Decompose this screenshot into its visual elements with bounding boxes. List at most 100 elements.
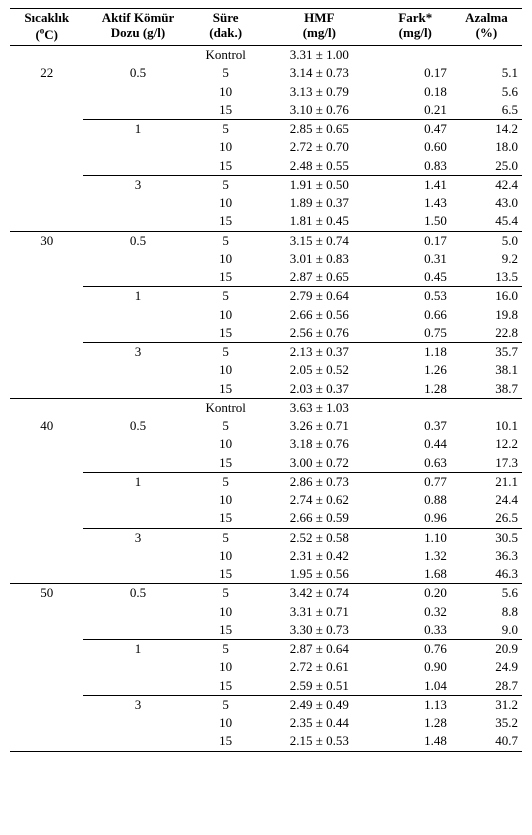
cell-sure: 5 [193, 64, 259, 82]
kontrol-hmf: 3.31 ± 1.00 [259, 46, 380, 65]
cell-sure: 5 [193, 584, 259, 603]
cell-temp [10, 83, 83, 101]
cell-hmf: 3.30 ± 0.73 [259, 621, 380, 640]
hmf-data-table: Sıcaklık (oC) Aktif Kömür Dozu (g/l) Sür… [10, 8, 522, 752]
cell-hmf: 2.85 ± 0.65 [259, 120, 380, 139]
table-row: 152.66 ± 0.590.9626.5 [10, 509, 522, 528]
cell-sure: 10 [193, 435, 259, 453]
header-temp-line1: Sıcaklık [24, 10, 69, 25]
header-sure: Süre (dak.) [193, 9, 259, 46]
cell-azalma: 28.7 [451, 677, 522, 696]
cell-temp [10, 695, 83, 714]
cell-sure: 15 [193, 509, 259, 528]
cell-sure: 5 [193, 640, 259, 659]
cell-fark: 0.31 [380, 250, 451, 268]
table-row: 103.18 ± 0.760.4412.2 [10, 435, 522, 453]
cell-sure: 15 [193, 101, 259, 120]
cell-fark: 0.77 [380, 472, 451, 491]
cell-dose: 3 [83, 528, 192, 547]
cell-dose [83, 194, 192, 212]
cell-azalma: 43.0 [451, 194, 522, 212]
cell-hmf: 1.81 ± 0.45 [259, 212, 380, 231]
cell-azalma: 24.4 [451, 491, 522, 509]
kontrol-label: Kontrol [193, 46, 259, 65]
cell-temp [10, 157, 83, 176]
cell-sure: 10 [193, 361, 259, 379]
cell-temp: 50 [10, 584, 83, 603]
cell-fark: 0.37 [380, 417, 451, 435]
cell-fark: 1.26 [380, 361, 451, 379]
cell-fark: 0.66 [380, 306, 451, 324]
cell-hmf: 2.74 ± 0.62 [259, 491, 380, 509]
cell-hmf: 1.89 ± 0.37 [259, 194, 380, 212]
cell-hmf: 2.79 ± 0.64 [259, 287, 380, 306]
cell-hmf: 3.14 ± 0.73 [259, 64, 380, 82]
cell-temp [10, 472, 83, 491]
cell-temp [10, 547, 83, 565]
cell-fark: 1.04 [380, 677, 451, 696]
cell-fark: 0.21 [380, 101, 451, 120]
table-row: 103.31 ± 0.710.328.8 [10, 603, 522, 621]
cell-temp [10, 677, 83, 696]
cell-hmf: 2.87 ± 0.64 [259, 640, 380, 659]
header-dose: Aktif Kömür Dozu (g/l) [83, 9, 192, 46]
cell-sure: 5 [193, 417, 259, 435]
cell-hmf: 2.35 ± 0.44 [259, 714, 380, 732]
cell-dose [83, 509, 192, 528]
cell-hmf: 2.48 ± 0.55 [259, 157, 380, 176]
cell-azalma: 18.0 [451, 138, 522, 156]
cell-sure: 10 [193, 138, 259, 156]
table-row: 102.35 ± 0.441.2835.2 [10, 714, 522, 732]
cell-fark: 1.28 [380, 714, 451, 732]
cell-dose: 3 [83, 695, 192, 714]
cell-dose: 0.5 [83, 231, 192, 250]
cell-temp [10, 435, 83, 453]
cell-fark: 0.44 [380, 435, 451, 453]
table-row: 300.553.15 ± 0.740.175.0 [10, 231, 522, 250]
cell-fark: 0.88 [380, 491, 451, 509]
table-row: 151.81 ± 0.451.5045.4 [10, 212, 522, 231]
cell-sure: 5 [193, 120, 259, 139]
cell-dose: 1 [83, 287, 192, 306]
header-fark: Fark* (mg/l) [380, 9, 451, 46]
cell-hmf: 2.31 ± 0.42 [259, 547, 380, 565]
cell-hmf: 2.15 ± 0.53 [259, 732, 380, 751]
cell-sure: 15 [193, 732, 259, 751]
cell-fark: 1.48 [380, 732, 451, 751]
cell-dose: 0.5 [83, 417, 192, 435]
cell-hmf: 3.42 ± 0.74 [259, 584, 380, 603]
cell-azalma: 46.3 [451, 565, 522, 584]
cell-dose [83, 138, 192, 156]
cell-dose [83, 491, 192, 509]
cell-dose [83, 658, 192, 676]
cell-dose [83, 732, 192, 751]
table-row: 152.79 ± 0.640.5316.0 [10, 287, 522, 306]
cell-sure: 5 [193, 343, 259, 362]
cell-az [451, 398, 522, 417]
cell-temp [10, 175, 83, 194]
cell-temp [10, 732, 83, 751]
cell-hmf: 2.49 ± 0.49 [259, 695, 380, 714]
cell-hmf: 1.95 ± 0.56 [259, 565, 380, 584]
cell-dose: 3 [83, 175, 192, 194]
kontrol-row: Kontrol3.31 ± 1.00 [10, 46, 522, 65]
cell-sure: 10 [193, 194, 259, 212]
cell-dose: 0.5 [83, 64, 192, 82]
cell-azalma: 35.7 [451, 343, 522, 362]
table-row: 352.49 ± 0.491.1331.2 [10, 695, 522, 714]
cell-azalma: 45.4 [451, 212, 522, 231]
table-row: 103.13 ± 0.790.185.6 [10, 83, 522, 101]
table-row: 153.30 ± 0.730.339.0 [10, 621, 522, 640]
cell-dose [83, 547, 192, 565]
cell-azalma: 5.0 [451, 231, 522, 250]
cell-sure: 15 [193, 565, 259, 584]
cell-azalma: 5.6 [451, 584, 522, 603]
cell-hmf: 2.66 ± 0.56 [259, 306, 380, 324]
header-temp-line2: (oC) [35, 27, 58, 42]
cell-azalma: 36.3 [451, 547, 522, 565]
cell-dose: 1 [83, 472, 192, 491]
cell-fark: 1.13 [380, 695, 451, 714]
cell-hmf: 2.13 ± 0.37 [259, 343, 380, 362]
cell-hmf: 2.52 ± 0.58 [259, 528, 380, 547]
cell-azalma: 16.0 [451, 287, 522, 306]
